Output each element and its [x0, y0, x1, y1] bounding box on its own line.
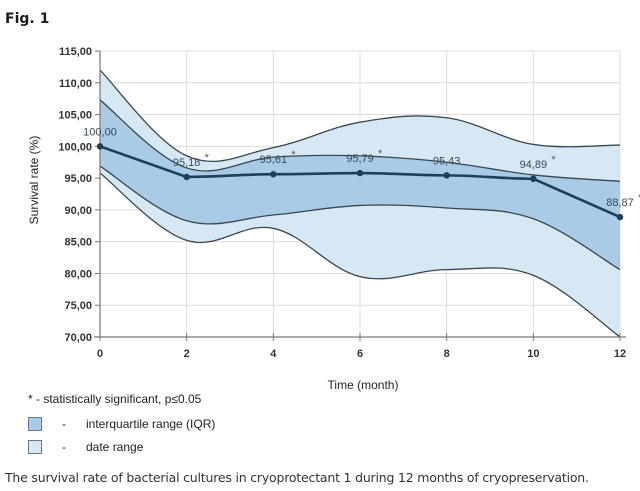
x-tick-label: 2: [184, 348, 190, 360]
y-tick-label: 110,00: [59, 78, 92, 90]
y-tick-label: 80,00: [64, 268, 92, 280]
y-tick-label: 105,00: [58, 110, 92, 122]
significance-star: *: [291, 149, 296, 161]
legend-dash: -: [62, 439, 66, 454]
significance-star: *: [551, 154, 556, 166]
y-tick-label: 85,00: [64, 237, 92, 249]
x-axis-title: Time (month): [328, 378, 399, 392]
median-series: [96, 143, 624, 221]
data-label: 95,61: [260, 154, 288, 166]
significance-star: *: [638, 192, 640, 204]
data-label: 100,00: [83, 126, 117, 138]
median-point: [270, 171, 277, 178]
y-tick-label: 90,00: [64, 205, 92, 217]
x-tick-label: 12: [614, 348, 626, 360]
iqr-upper-line: [99, 99, 621, 182]
data-label: 88,87: [606, 197, 634, 209]
median-point: [96, 143, 104, 150]
data-label: 95,43: [433, 155, 461, 167]
band-lines: [99, 69, 621, 338]
iqr-swatch: [28, 416, 42, 431]
legend-label-date-range: date range: [86, 439, 144, 454]
data-label: 95,18: [173, 157, 201, 169]
y-tick-label: 100,00: [58, 141, 92, 153]
median-point: [443, 172, 450, 179]
legend-dash: -: [62, 416, 66, 431]
figure-label: Fig. 1: [5, 11, 50, 27]
x-tick-label: 6: [357, 348, 363, 360]
x-tick-label: 0: [97, 348, 103, 360]
y-axis-title: Survival rate (%): [27, 136, 41, 225]
axes: 70,00 75,00 80,00 85,00 90,00 95,00 100,00 105,…: [58, 46, 626, 360]
data-label: 95,79: [346, 153, 374, 165]
bands: [100, 70, 620, 338]
legend-item-date-range: - date range: [28, 435, 215, 458]
date-range-max-line: [99, 69, 621, 163]
x-tick-label: 4: [270, 348, 277, 360]
median-point: [183, 173, 190, 181]
median-point: [356, 169, 364, 177]
median-point: [616, 213, 624, 221]
y-tick-label: 75,00: [64, 300, 92, 312]
y-tick-label: 95,00: [64, 173, 92, 185]
legend: * - statistically significant, p≤0.05 - …: [28, 392, 215, 458]
x-tick-label: 8: [444, 348, 450, 360]
legend-item-iqr: - interquartile range (IQR): [28, 412, 215, 435]
date-range-swatch: [28, 439, 42, 454]
y-tick-label: 70,00: [64, 332, 92, 344]
date-range-min-line: [99, 172, 621, 338]
median-point: [530, 175, 537, 183]
significance-star: *: [205, 152, 210, 164]
significance-note: * - statistically significant, p≤0.05: [28, 392, 202, 406]
figure-caption: The survival rate of bacterial cultures …: [5, 470, 589, 485]
iqr-band: [100, 99, 620, 270]
y-tick-label: 115,00: [59, 46, 92, 58]
x-tick-label: 10: [527, 348, 539, 360]
data-label: 94,89: [520, 159, 548, 171]
iqr-lower-line: [99, 165, 621, 271]
legend-label-iqr: interquartile range (IQR): [86, 416, 216, 431]
significance-star: *: [378, 148, 383, 160]
